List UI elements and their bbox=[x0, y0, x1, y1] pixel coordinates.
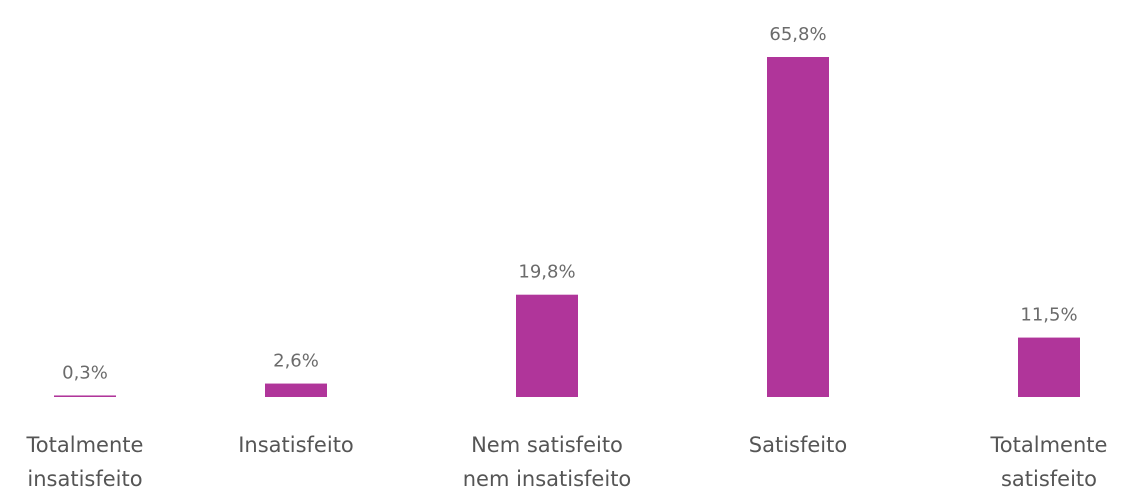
value-label: 0,3% bbox=[62, 362, 108, 383]
bar bbox=[265, 383, 327, 397]
value-label: 65,8% bbox=[769, 24, 826, 45]
value-label: 2,6% bbox=[273, 351, 319, 372]
category-label: Insatisfeito bbox=[238, 433, 354, 457]
category-label: Satisfeito bbox=[748, 433, 848, 457]
value-label: 19,8% bbox=[518, 262, 575, 283]
category-label: Nem satisfeito nem insatisfeito bbox=[462, 433, 632, 491]
bar bbox=[1018, 337, 1080, 397]
category-label: Totalmente satisfeito bbox=[990, 433, 1108, 491]
value-label: 11,5% bbox=[1020, 305, 1077, 326]
bar bbox=[767, 57, 829, 397]
category-label: Totalmente insatisfeito bbox=[26, 433, 144, 491]
bar bbox=[54, 395, 116, 397]
bar bbox=[516, 294, 578, 397]
